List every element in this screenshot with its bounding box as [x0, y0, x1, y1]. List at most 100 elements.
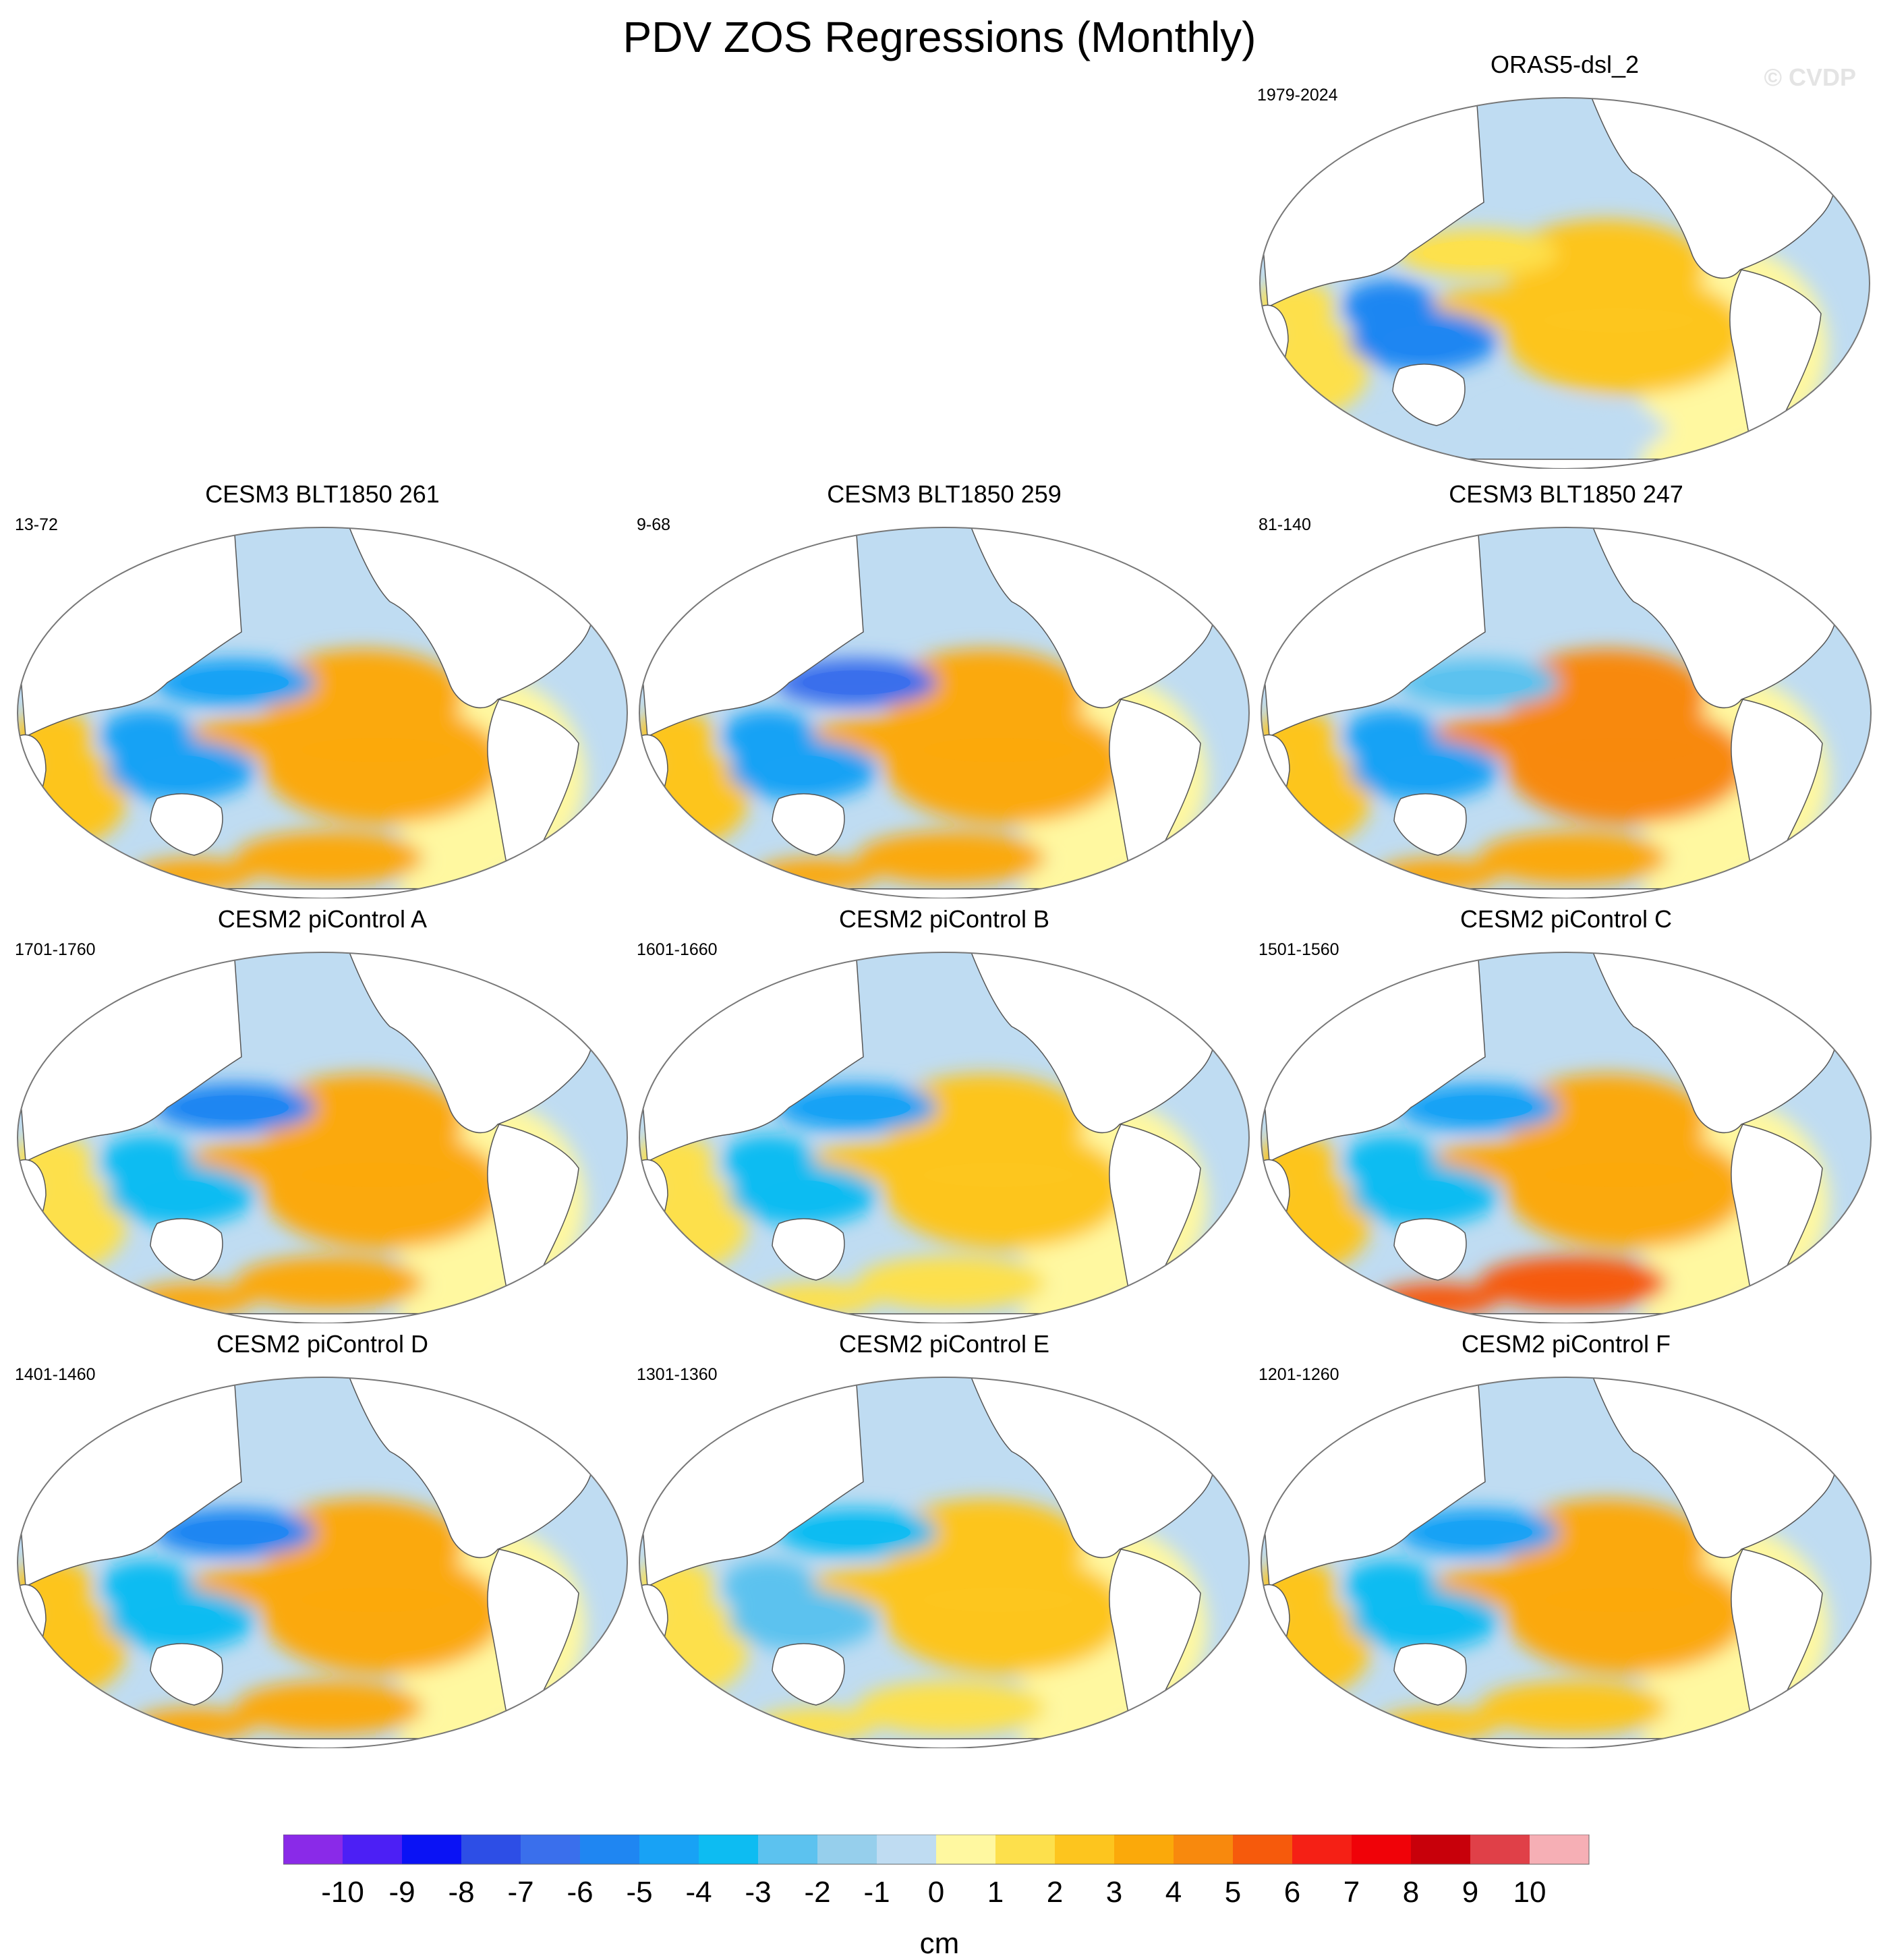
continent-africa-east [18, 1159, 47, 1257]
map-outline [17, 1377, 628, 1748]
continent-australia [772, 793, 845, 856]
colorbar-box [343, 1835, 402, 1864]
colorbar-tick-label: -4 [685, 1876, 712, 1909]
colorbar-label: cm [919, 1927, 960, 1960]
map-panel-pic-a: CESM2 piControl A 1701-1760 [12, 905, 633, 1323]
panel-title: CESM2 piControl B [838, 905, 1050, 933]
colorbar-box [639, 1835, 699, 1864]
colorbar: -10 -9 -8 -7 -6 -5 -4 -3 -2 -1 0 1 2 3 4 5 6 7 8 9 10 [283, 1835, 1590, 1909]
map-outline [1261, 952, 1872, 1323]
anomaly-southern-ocean [755, 858, 877, 892]
colorbar-box [1174, 1835, 1233, 1864]
colorbar-box [758, 1835, 817, 1864]
anomaly-core-tropical-east-pacific [1544, 308, 1693, 333]
map-outline [639, 952, 1250, 1323]
map-outline [17, 952, 628, 1323]
anomaly-core-north-pacific [181, 1520, 289, 1545]
colorbar-box [995, 1835, 1055, 1864]
anomaly-southern-ocean [134, 1283, 255, 1317]
map-panel-cesm3-261: CESM3 BLT1850 261 13-72 [12, 480, 633, 898]
continent-australia [1392, 364, 1466, 426]
continent-greenland [571, 527, 626, 616]
map-panel-pic-e: CESM2 piControl E 1301-1360 [634, 1330, 1254, 1748]
map-outline [1259, 97, 1870, 469]
panel-period: 1701-1760 [15, 940, 96, 959]
colorbar-box [1411, 1835, 1470, 1864]
anomaly-western-tropical-pacific [722, 1134, 816, 1188]
anomaly-core-tropical-east-pacific [1546, 738, 1694, 762]
world-map [639, 1377, 1250, 1748]
panel-title: CESM3 BLT1850 261 [205, 480, 440, 508]
colorbar-box [521, 1835, 580, 1864]
figure-title: PDV ZOS Regressions (Monthly) [623, 13, 1256, 61]
colorbar-tick-label: 5 [1225, 1876, 1241, 1909]
anomaly-core-western-tropical-pacific [140, 755, 221, 785]
world-map [17, 952, 628, 1323]
anomaly-western-tropical-pacific [1343, 1559, 1438, 1613]
anomaly-southern-ocean [1478, 1256, 1667, 1310]
colorbar-box [402, 1835, 461, 1864]
anomaly-southern-ocean [1377, 858, 1499, 892]
colorbar-tick-label: -9 [388, 1876, 415, 1909]
map-outline [639, 527, 1250, 898]
panel-period: 1601-1660 [637, 940, 718, 959]
continent-africa-east [18, 1584, 47, 1682]
anomaly-southern-ocean [755, 1283, 877, 1317]
colorbar-tick-label: -1 [863, 1876, 890, 1909]
colorbar-tick-label: 8 [1403, 1876, 1419, 1909]
world-map [17, 1377, 628, 1748]
anomaly-core-north-pacific [1423, 241, 1531, 265]
map-outline [1261, 1377, 1872, 1748]
continent-africa-east [1261, 1159, 1290, 1257]
map-outline [1261, 527, 1872, 898]
continent-australia [150, 1218, 223, 1281]
anomaly-western-tropical-pacific [100, 1559, 194, 1613]
panel-title: CESM3 BLT1850 247 [1449, 480, 1683, 508]
colorbar-tick-label: -3 [745, 1876, 771, 1909]
continent-australia [772, 1218, 845, 1281]
continent-africa-east [639, 734, 668, 832]
panel-title: CESM2 piControl C [1459, 905, 1673, 933]
colorbar-tick-label: -8 [448, 1876, 474, 1909]
map-panel-obs: ORAS5-dsl_2 1979-2024 [1254, 51, 1875, 469]
anomaly-core-western-tropical-pacific [1384, 755, 1465, 785]
colorbar-tick-label: 3 [1106, 1876, 1122, 1909]
world-map [639, 527, 1250, 898]
anomaly-southern-ocean [1477, 401, 1666, 455]
anomaly-core-north-pacific [181, 670, 289, 695]
panel-period: 1201-1260 [1259, 1365, 1339, 1384]
colorbar-box [817, 1835, 877, 1864]
panel-title: CESM3 BLT1850 259 [827, 480, 1062, 508]
panel-title: CESM2 piControl A [217, 905, 428, 933]
colorbar-tick-label: 2 [1047, 1876, 1063, 1909]
map-panel-pic-d: CESM2 piControl D 1401-1460 [12, 1330, 633, 1748]
world-map [17, 527, 628, 898]
colorbar-box [1233, 1835, 1292, 1864]
map-panel-cesm3-247: CESM3 BLT1850 247 81-140 [1256, 480, 1876, 898]
continent-australia [150, 793, 223, 856]
anomaly-southern-ocean [755, 1708, 877, 1741]
anomaly-core-tropical-east-pacific [1546, 1588, 1694, 1612]
anomaly-core-western-tropical-pacific [1383, 326, 1464, 355]
world-map [1261, 527, 1872, 898]
continent-greenland [1815, 952, 1870, 1041]
anomaly-southern-ocean [1377, 1283, 1499, 1317]
panel-period: 81-140 [1259, 515, 1311, 534]
colorbar-box [283, 1835, 343, 1864]
watermark: © CVDP [1764, 63, 1856, 91]
panel-period: 9-68 [637, 515, 671, 534]
anomaly-core-tropical-east-pacific [924, 1163, 1072, 1187]
anomaly-core-tropical-east-pacific [924, 1588, 1072, 1612]
continent-africa-east [18, 734, 47, 832]
colorbar-tick-label: 0 [928, 1876, 944, 1909]
map-panel-pic-b: CESM2 piControl B 1601-1660 [634, 905, 1254, 1323]
colorbar-box [1114, 1835, 1174, 1864]
continent-greenland [1815, 527, 1870, 616]
continent-australia [1393, 1643, 1467, 1706]
panel-period: 13-72 [15, 515, 58, 534]
anomaly-core-western-tropical-pacific [762, 755, 843, 785]
colorbar-tick-label: 1 [987, 1876, 1004, 1909]
panel-period: 1301-1360 [637, 1365, 718, 1384]
map-panel-pic-f: CESM2 piControl F 1201-1260 [1256, 1330, 1876, 1748]
anomaly-core-north-pacific [1424, 1095, 1532, 1120]
